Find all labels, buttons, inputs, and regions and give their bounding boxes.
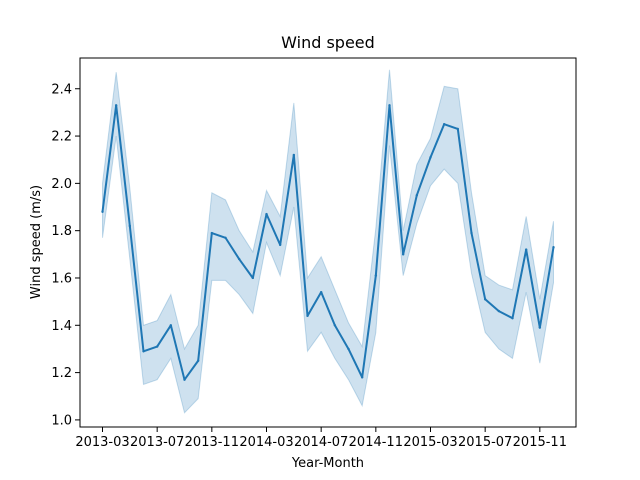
data-point — [360, 376, 364, 379]
y-tick-label: 2.0 — [51, 177, 72, 192]
x-tick-label: 2013-07 — [130, 435, 184, 450]
data-point — [278, 243, 282, 247]
y-tick-label: 1.6 — [51, 271, 72, 286]
y-axis-label: Wind speed (m/s) — [29, 185, 44, 299]
data-point — [456, 127, 460, 131]
y-tick-label: 2.4 — [51, 82, 72, 97]
data-point — [415, 193, 419, 197]
x-tick-label: 2013-11 — [185, 435, 239, 450]
x-axis: 2013-03 2013-07 2013-11 2014-03 2014-07 2014-… — [75, 427, 567, 450]
y-tick-label: 1.0 — [51, 413, 72, 428]
data-point — [183, 378, 186, 381]
data-point — [306, 314, 309, 318]
data-point — [538, 326, 542, 329]
data-point — [169, 324, 173, 327]
x-tick-label: 2014-11 — [349, 435, 403, 450]
data-point — [442, 123, 446, 126]
data-point — [292, 153, 296, 157]
series-line — [101, 104, 555, 381]
data-point — [128, 224, 132, 228]
data-point — [497, 309, 501, 313]
y-tick-label: 1.4 — [51, 319, 72, 334]
data-point — [374, 274, 378, 277]
data-point — [210, 231, 214, 235]
data-point — [319, 290, 323, 294]
data-point — [511, 316, 514, 320]
data-point — [333, 324, 337, 327]
data-point — [347, 347, 350, 351]
data-point — [114, 104, 118, 107]
x-axis-label: Year-Month — [291, 456, 364, 471]
x-tick-label: 2013-03 — [75, 435, 129, 450]
data-point — [237, 257, 241, 261]
y-tick-label: 1.8 — [51, 224, 72, 239]
data-point — [429, 156, 432, 159]
x-tick-label: 2015-07 — [458, 435, 512, 450]
y-tick-label: 1.2 — [51, 366, 72, 381]
data-point — [401, 253, 405, 256]
confidence-band — [102, 69, 554, 414]
data-point — [388, 104, 391, 107]
x-tick-label: 2015-11 — [513, 435, 567, 450]
data-point — [251, 276, 255, 280]
data-point — [224, 236, 227, 239]
chart-title: Wind speed — [281, 33, 375, 52]
y-axis: 1.0 1.2 1.4 1.6 1.8 2.0 2.2 2.4 — [51, 82, 80, 428]
data-point — [524, 248, 528, 251]
x-tick-label: 2014-03 — [239, 435, 293, 450]
data-point — [142, 350, 145, 353]
x-tick-label: 2015-03 — [403, 435, 457, 450]
data-point — [101, 210, 104, 213]
plot-area — [101, 69, 555, 414]
y-tick-label: 2.2 — [51, 130, 72, 145]
data-point — [470, 231, 473, 235]
data-point — [265, 212, 268, 216]
x-tick-label: 2014-07 — [294, 435, 348, 450]
plot-frame — [79, 57, 577, 428]
data-point — [155, 345, 159, 348]
data-point — [552, 246, 555, 249]
data-point — [483, 298, 487, 301]
data-point — [196, 359, 200, 362]
